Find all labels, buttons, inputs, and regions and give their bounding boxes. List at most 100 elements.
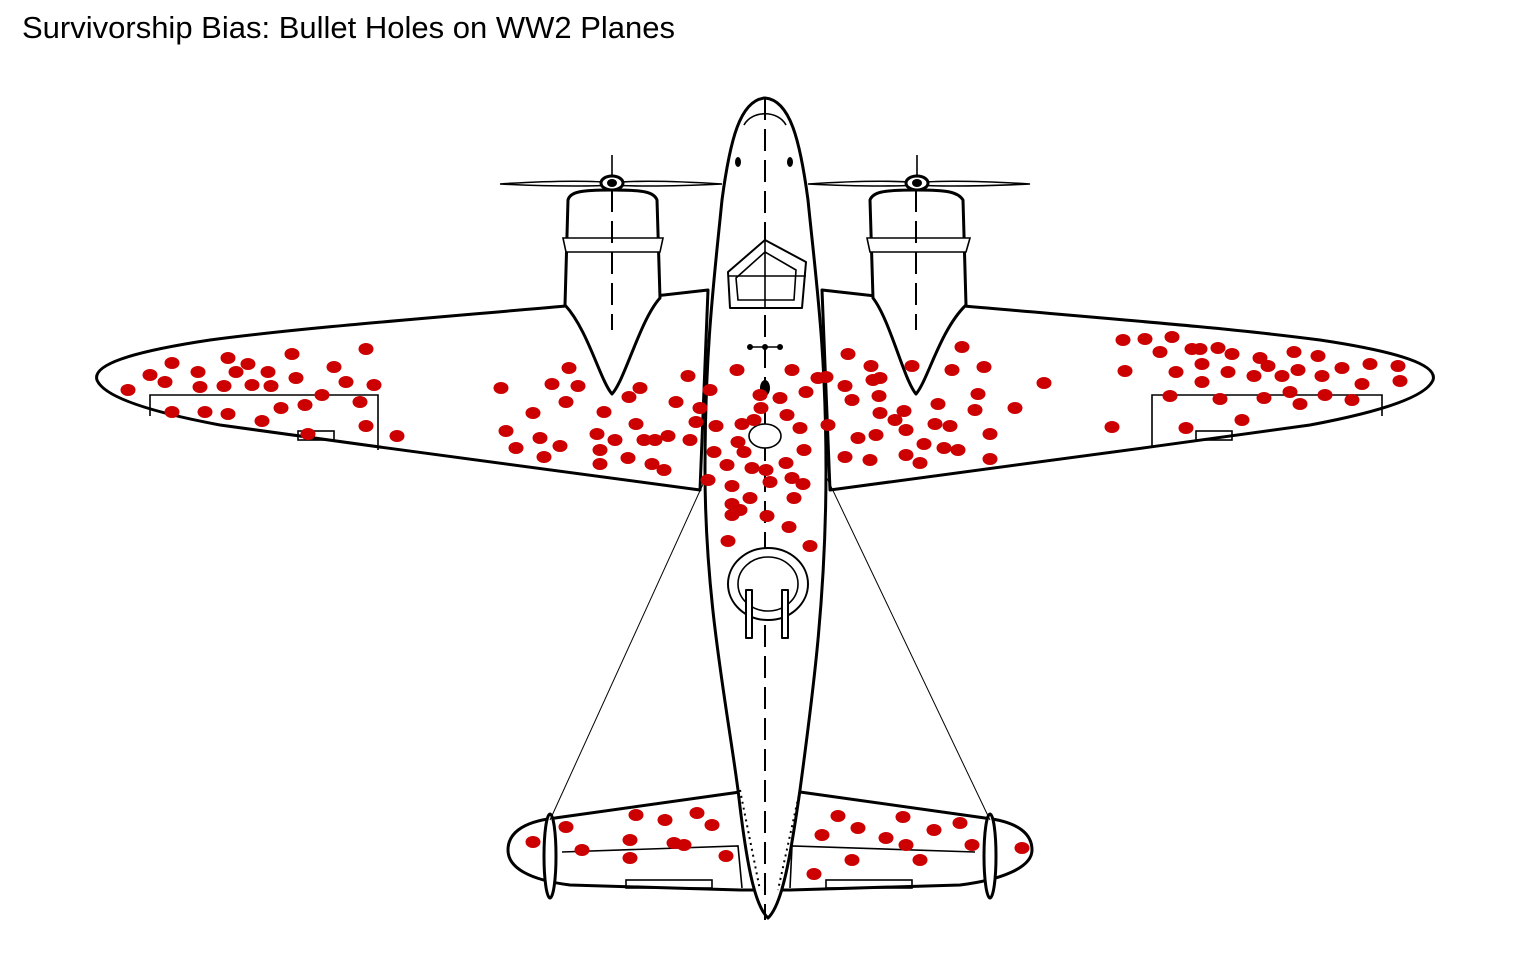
bullet-hole (352, 396, 368, 408)
bullet-hole (1256, 392, 1272, 404)
bullet-hole (795, 478, 811, 490)
bullet-hole (668, 396, 684, 408)
bullet-hole (762, 476, 778, 488)
bullet-hole (862, 454, 878, 466)
bullet-hole (871, 390, 887, 402)
bullet-hole (358, 420, 374, 432)
bullet-hole (982, 428, 998, 440)
bullet-hole (724, 509, 740, 521)
bullet-hole (192, 381, 208, 393)
right-aileron-tab (1195, 430, 1233, 441)
bullet-hole (389, 430, 405, 442)
bullet-hole (589, 428, 605, 440)
bullet-hole (927, 418, 943, 430)
bullet-hole (660, 430, 676, 442)
bullet-hole (964, 839, 980, 851)
bullet-hole (1310, 350, 1326, 362)
bullet-hole (570, 380, 586, 392)
bullet-hole (1220, 366, 1236, 378)
bullet-hole (840, 348, 856, 360)
bullet-hole (1168, 366, 1184, 378)
bullet-hole (314, 389, 330, 401)
bullet-hole (734, 418, 750, 430)
bullet-hole (936, 442, 952, 454)
bullet-hole (850, 432, 866, 444)
bullet-hole (802, 540, 818, 552)
bullet-hole (844, 854, 860, 866)
bullet-hole (970, 388, 986, 400)
bullet-hole (1162, 390, 1178, 402)
bullet-hole (628, 809, 644, 821)
bullet-hole (950, 444, 966, 456)
left-wing (95, 288, 710, 492)
right-wing (820, 288, 1435, 492)
bullet-hole (220, 408, 236, 420)
bullet-hole (729, 364, 745, 376)
bullet-hole (837, 380, 853, 392)
bullet-hole (1274, 370, 1290, 382)
bullet-hole (1212, 393, 1228, 405)
bullet-hole (636, 434, 652, 446)
bullet-hole (753, 402, 769, 414)
bullet-hole (1290, 364, 1306, 376)
bullet-hole (561, 362, 577, 374)
bullet-hole (300, 428, 316, 440)
bullet-hole (1392, 375, 1408, 387)
bullet-hole (719, 459, 735, 471)
bullet-hole (607, 434, 623, 446)
bullet-hole (772, 392, 788, 404)
bullet-hole (1192, 343, 1208, 355)
bullet-hole (632, 382, 648, 394)
bullet-hole (157, 376, 173, 388)
bullet-hole (1152, 346, 1168, 358)
bullet-hole (896, 405, 912, 417)
bullet-hole (718, 850, 734, 862)
bullet-hole (1286, 346, 1302, 358)
bullet-hole (1260, 360, 1276, 372)
bullet-hole (558, 821, 574, 833)
bullet-hole (720, 535, 736, 547)
bullet-hole (596, 406, 612, 418)
bullet-hole (273, 402, 289, 414)
bullet-hole (872, 372, 888, 384)
bullet-hole (544, 378, 560, 390)
bullet-hole (708, 420, 724, 432)
bullet-hole (574, 844, 590, 856)
bullet-hole (525, 407, 541, 419)
bullet-hole (1246, 370, 1262, 382)
gun-turret (727, 547, 809, 639)
bullet-hole (944, 364, 960, 376)
bullet-hole (786, 492, 802, 504)
bullet-hole (844, 394, 860, 406)
bullet-hole (868, 429, 884, 441)
bullet-hole (784, 472, 800, 484)
bullet-hole (621, 391, 637, 403)
bullet-hole (976, 361, 992, 373)
bullet-hole (895, 811, 911, 823)
bullet-hole (926, 824, 942, 836)
bullet-hole (781, 521, 797, 533)
bullet-hole (752, 389, 768, 401)
bullet-hole (493, 382, 509, 394)
bullet-holes (120, 331, 1408, 880)
bullet-hole (784, 364, 800, 376)
bullet-hole (680, 370, 696, 382)
bullet-hole (952, 817, 968, 829)
bullet-hole (954, 341, 970, 353)
bullet-hole (982, 453, 998, 465)
bullet-hole (263, 380, 279, 392)
bullet-hole (1104, 421, 1120, 433)
bullet-hole (837, 451, 853, 463)
bullet-hole (1362, 358, 1378, 370)
bullet-hole (644, 458, 660, 470)
bullet-hole (942, 420, 958, 432)
bullet-hole (1292, 398, 1308, 410)
bullet-hole (620, 452, 636, 464)
bullet-hole (878, 832, 894, 844)
bullet-hole (120, 384, 136, 396)
bullet-hole (532, 432, 548, 444)
bullet-hole (1390, 360, 1406, 372)
bullet-hole (190, 366, 206, 378)
bullet-hole (724, 480, 740, 492)
bullet-hole (1282, 386, 1298, 398)
